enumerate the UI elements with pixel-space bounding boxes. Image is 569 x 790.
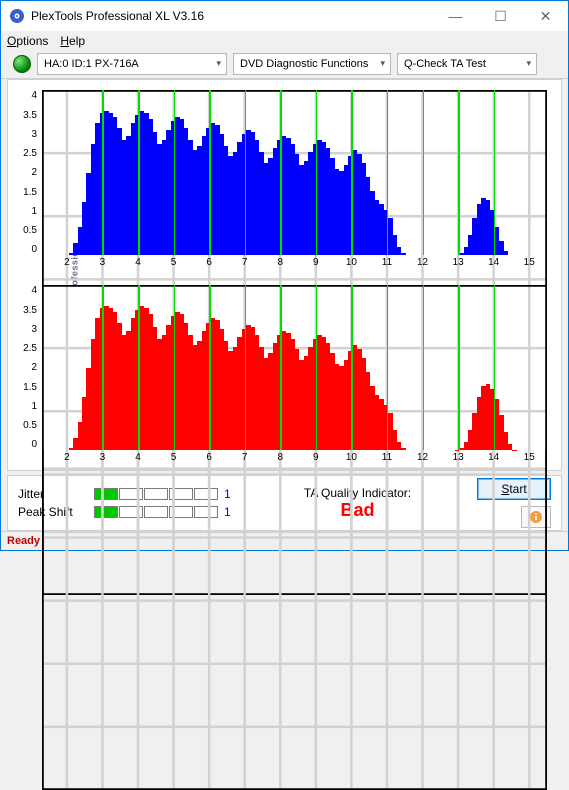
minimize-button[interactable]: — (433, 1, 478, 31)
info-button[interactable] (521, 506, 551, 528)
chart-bottom: 43.532.521.510.50 23456789101112131415 (14, 281, 555, 468)
y-labels-bottom: 43.532.521.510.50 (14, 285, 40, 450)
menubar: Options Help (1, 31, 568, 51)
drive-select[interactable]: HA:0 ID:1 PX-716A (37, 53, 227, 75)
menu-help[interactable]: Help (60, 34, 85, 48)
bars-top (42, 90, 547, 255)
jitter-meter (94, 488, 218, 500)
peak-label: Peak Shift (18, 505, 88, 519)
test-select[interactable]: Q-Check TA Test (397, 53, 537, 75)
bottom-panel: Jitter 1 Peak Shift 1 TA Quality Indicat… (7, 475, 562, 531)
quality-label: TA Quality Indicator: (256, 486, 459, 500)
toolbar: HA:0 ID:1 PX-716A DVD Diagnostic Functio… (1, 51, 568, 79)
quality: TA Quality Indicator: Bad (256, 486, 459, 521)
charts-panel: PlexTools Professional XL 43.532.521.510… (7, 79, 562, 471)
x-labels-bottom: 23456789101112131415 (42, 452, 547, 468)
app-icon (9, 8, 25, 24)
meters: Jitter 1 Peak Shift 1 (18, 487, 238, 519)
jitter-label: Jitter (18, 487, 88, 501)
status-bar: Ready (1, 531, 568, 550)
chart-top: 43.532.521.510.50 23456789101112131415 (14, 86, 555, 273)
info-icon (529, 510, 543, 524)
peak-meter (94, 506, 218, 518)
peak-val: 1 (224, 505, 238, 519)
titlebar: PlexTools Professional XL V3.16 — ☐ ✕ (1, 1, 568, 31)
maximize-button[interactable]: ☐ (478, 1, 523, 31)
jitter-val: 1 (224, 487, 238, 501)
x-labels-top: 23456789101112131415 (42, 257, 547, 273)
status-orb-icon (13, 55, 31, 73)
quality-val: Bad (256, 500, 459, 521)
close-button[interactable]: ✕ (523, 1, 568, 31)
function-select[interactable]: DVD Diagnostic Functions (233, 53, 391, 75)
title: PlexTools Professional XL V3.16 (31, 9, 204, 23)
start-button[interactable]: Start (477, 478, 551, 500)
bars-bottom (42, 285, 547, 450)
menu-options[interactable]: Options (7, 34, 48, 48)
y-labels-top: 43.532.521.510.50 (14, 90, 40, 255)
